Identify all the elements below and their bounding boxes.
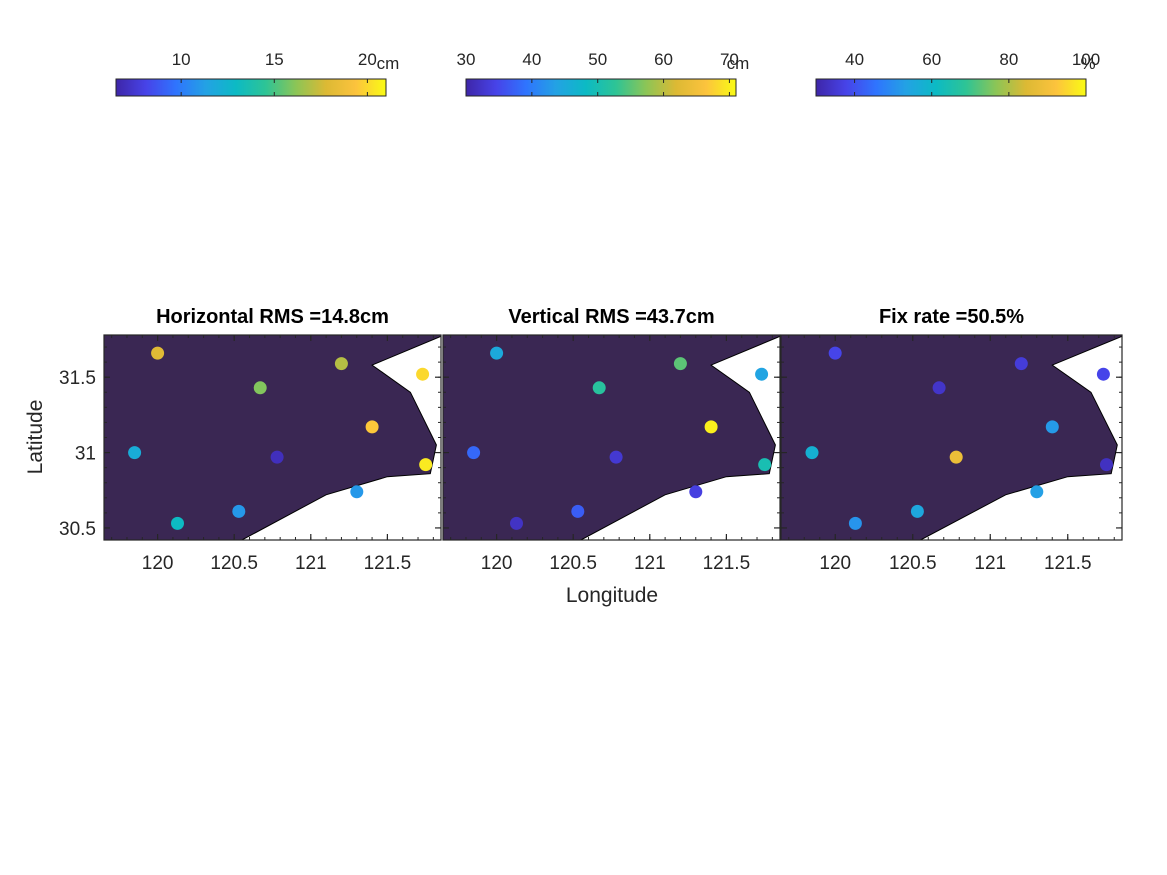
station-marker-1 (151, 346, 165, 360)
station-marker-4 (592, 381, 606, 395)
station-marker-9 (350, 485, 364, 499)
station-marker-9 (689, 485, 703, 499)
colorbar-tick-label: 70 (720, 50, 739, 69)
station-marker-6 (805, 446, 819, 460)
colorbar-1: 10 15 20 cm (115, 50, 400, 97)
colorbar-tick-label: 40 (522, 50, 541, 69)
x-tick-label: 121 (634, 553, 666, 574)
colorbar-unit: cm (727, 54, 750, 73)
x-tick-label: 120 (819, 553, 851, 574)
station-marker-8 (419, 458, 433, 472)
x-tick-label: 121.5 (1044, 553, 1092, 574)
station-marker-5 (365, 420, 379, 434)
station-marker-11 (848, 516, 862, 530)
x-tick-label: 120 (481, 553, 513, 574)
station-marker-3 (416, 367, 430, 381)
colorbar-tick-label: 40 (845, 50, 864, 69)
station-marker-2 (1014, 357, 1028, 371)
colorbar-tick-label: 100 (1072, 50, 1100, 69)
x-tick-label: 120.5 (549, 553, 597, 574)
y-tick-label: 30.5 (59, 519, 96, 540)
colorbar-tick-label: 10 (172, 50, 191, 69)
colorbar-unit: cm (377, 54, 400, 73)
station-marker-6 (467, 446, 481, 460)
station-marker-10 (571, 504, 585, 518)
land-area (104, 335, 441, 540)
station-marker-4 (253, 381, 267, 395)
x-axis-label: Longitude (566, 584, 658, 607)
station-marker-1 (490, 346, 504, 360)
land-area (781, 335, 1122, 540)
colorbar-tick-label: 20 (358, 50, 377, 69)
station-marker-7 (949, 450, 963, 464)
colorbar-tick-label: 30 (457, 50, 476, 69)
y-tick-label: 31 (75, 444, 96, 465)
colorbar-tick-label: 60 (922, 50, 941, 69)
station-marker-2 (334, 357, 348, 371)
station-marker-8 (758, 458, 772, 472)
station-marker-3 (755, 367, 769, 381)
station-marker-11 (510, 516, 523, 530)
station-marker-4 (932, 381, 946, 395)
colorbar-tick-label: 15 (265, 50, 284, 69)
station-marker-2 (673, 357, 687, 371)
map-panel-3: 120 120.5 121 121.5 Fix rate =50.5% (780, 306, 1123, 574)
colorbar-tick-label: 60 (654, 50, 673, 69)
station-marker-7 (270, 450, 284, 464)
station-marker-10 (232, 504, 246, 518)
colorbar-tick-label: 50 (588, 50, 607, 69)
colorbar-3: 40 60 80 100% (815, 50, 1100, 97)
station-marker-9 (1030, 485, 1044, 499)
station-marker-11 (171, 516, 184, 530)
x-tick-label: 121.5 (364, 553, 412, 574)
x-tick-label: 121 (974, 553, 1006, 574)
colorbar-gradient (465, 78, 737, 97)
x-tick-label: 121.5 (703, 553, 751, 574)
y-tick-label: 31.5 (59, 368, 96, 389)
colorbar-gradient (815, 78, 1087, 97)
y-axis-label: Latitude (24, 400, 47, 475)
panel-title: Vertical RMS =43.7cm (508, 306, 714, 328)
station-marker-7 (609, 450, 623, 464)
map-panel-1: 120 120.5 121 121.5 30.5 31 31.5 Horizontal RMS… (59, 306, 442, 574)
station-marker-8 (1100, 458, 1113, 472)
x-tick-label: 120.5 (889, 553, 937, 574)
x-tick-label: 120 (142, 553, 174, 574)
map-panel-2: 120 120.5 121 121.5 Vertical RMS =43.7cm (442, 306, 781, 574)
station-marker-3 (1096, 367, 1110, 381)
land-area (443, 335, 780, 540)
panel-title: Horizontal RMS =14.8cm (156, 306, 389, 328)
station-marker-5 (704, 420, 718, 434)
colorbar-gradient (115, 78, 387, 97)
panel-title: Fix rate =50.5% (879, 306, 1024, 328)
colorbar-unit: % (1080, 54, 1095, 73)
station-marker-6 (128, 446, 142, 460)
map-panels: 120 120.5 121 121.5 30.5 31 31.5 Horizontal RMS… (59, 306, 1123, 574)
station-marker-5 (1045, 420, 1059, 434)
x-tick-label: 120.5 (210, 553, 258, 574)
x-tick-label: 121 (295, 553, 327, 574)
station-marker-10 (910, 504, 924, 518)
colorbar-tick-label: 80 (999, 50, 1018, 69)
station-marker-1 (828, 346, 842, 360)
